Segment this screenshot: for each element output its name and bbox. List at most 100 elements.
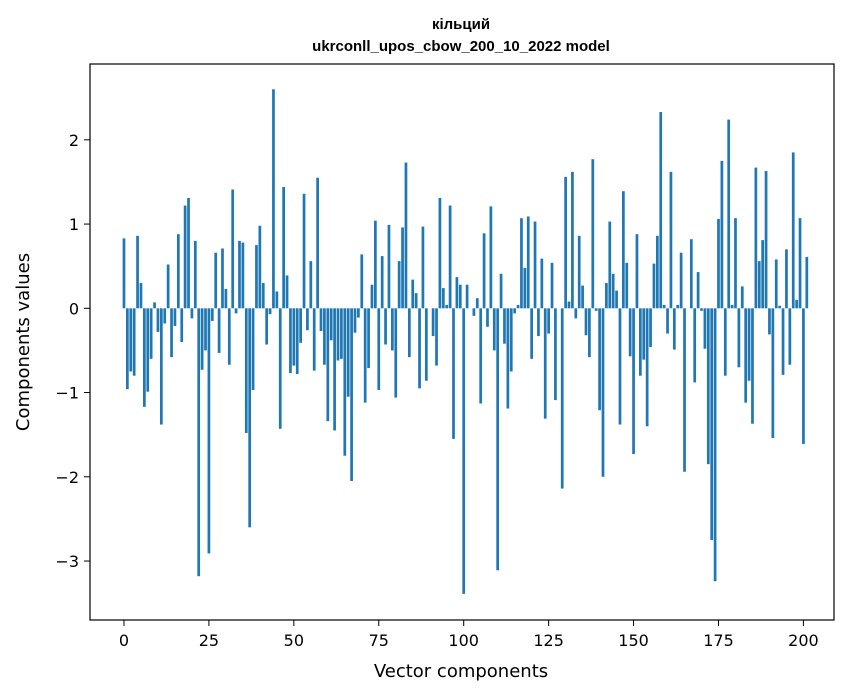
chart-subtitle: ukrconll_upos_cbow_200_10_2022 model xyxy=(312,38,610,55)
bar xyxy=(547,308,550,334)
bar xyxy=(265,308,269,345)
bar xyxy=(571,171,574,309)
bar xyxy=(798,218,802,309)
bar xyxy=(659,112,663,309)
bar xyxy=(706,308,710,465)
bar xyxy=(183,205,187,309)
bar xyxy=(204,308,207,351)
bar xyxy=(482,233,486,309)
bar xyxy=(717,219,720,309)
bar xyxy=(282,186,285,309)
bar xyxy=(700,308,703,311)
bar xyxy=(520,218,523,309)
bar xyxy=(747,308,751,381)
bar xyxy=(523,267,527,309)
bar xyxy=(384,308,387,345)
bar xyxy=(431,308,435,337)
bar xyxy=(666,308,669,334)
bar xyxy=(180,308,184,342)
bar xyxy=(397,261,401,309)
bar xyxy=(353,308,357,333)
bar xyxy=(475,298,479,309)
chart-title: кільций xyxy=(432,16,490,33)
bar xyxy=(754,167,758,309)
bar xyxy=(516,304,520,309)
bar xyxy=(452,308,455,439)
bar xyxy=(455,277,459,309)
bar xyxy=(601,308,605,477)
bar xyxy=(615,290,618,309)
bar xyxy=(771,308,775,439)
bar xyxy=(540,258,544,309)
bar xyxy=(513,308,517,314)
bar xyxy=(309,261,313,309)
bar xyxy=(217,308,221,353)
bar xyxy=(319,308,323,332)
bar xyxy=(333,308,336,431)
bar xyxy=(710,308,714,540)
bar xyxy=(577,235,581,309)
bar xyxy=(302,193,306,309)
bar xyxy=(435,308,438,366)
bar xyxy=(272,89,275,309)
bar xyxy=(248,308,252,528)
bar xyxy=(642,308,646,360)
bar xyxy=(275,291,279,309)
bar xyxy=(316,177,319,309)
bar xyxy=(292,308,296,366)
bar xyxy=(598,308,601,411)
bar xyxy=(404,162,408,309)
bar xyxy=(197,308,201,577)
bar xyxy=(234,308,238,314)
bar xyxy=(424,308,428,381)
bar xyxy=(166,264,170,309)
bar xyxy=(795,299,798,309)
bar xyxy=(421,226,425,309)
bar xyxy=(190,308,194,319)
bar xyxy=(655,235,659,309)
y-axis-label: Components values xyxy=(13,253,34,431)
bar xyxy=(618,308,622,425)
x-tick-label: 125 xyxy=(533,631,564,650)
bar xyxy=(625,262,629,309)
bar xyxy=(533,221,537,309)
bar xyxy=(139,283,143,309)
bar xyxy=(462,308,466,594)
y-tick-label: 0 xyxy=(69,299,79,318)
bar xyxy=(156,308,160,332)
bar xyxy=(329,308,333,341)
y-tick-label: 2 xyxy=(69,131,79,150)
bar xyxy=(489,206,493,309)
bar xyxy=(295,308,299,375)
bar xyxy=(530,308,533,359)
bar xyxy=(622,191,625,309)
bar xyxy=(499,273,503,309)
bar xyxy=(207,308,211,554)
bar xyxy=(418,308,421,389)
bar xyxy=(594,308,598,311)
bar xyxy=(438,197,442,309)
bar xyxy=(370,284,374,309)
bar xyxy=(727,119,731,309)
bar xyxy=(268,308,272,315)
bar xyxy=(740,286,744,309)
bar xyxy=(581,285,584,309)
bar xyxy=(126,308,129,390)
x-tick-label: 200 xyxy=(788,631,819,650)
bar xyxy=(723,308,727,376)
bar xyxy=(363,308,367,403)
bar xyxy=(244,308,248,433)
bar xyxy=(584,308,588,336)
bar xyxy=(458,284,462,309)
bar xyxy=(492,308,496,351)
bar xyxy=(543,308,547,419)
bar xyxy=(163,308,167,324)
bar xyxy=(346,308,350,397)
bar xyxy=(734,218,737,309)
bar xyxy=(326,308,330,422)
bar xyxy=(238,240,241,309)
bar xyxy=(608,221,612,309)
bar xyxy=(537,308,540,337)
bar xyxy=(153,302,156,309)
bar xyxy=(306,308,309,331)
